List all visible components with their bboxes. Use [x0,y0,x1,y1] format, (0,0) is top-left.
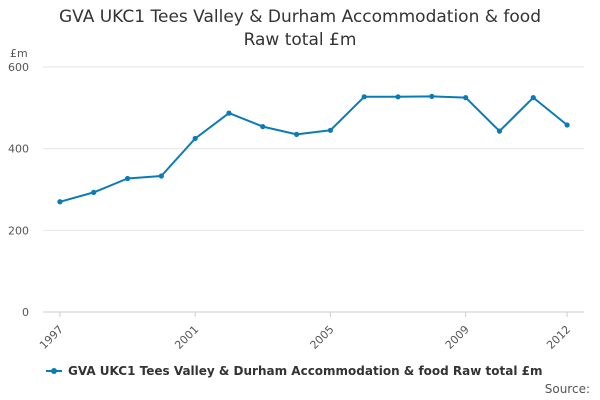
data-point[interactable] [463,95,469,101]
legend-label: GVA UKC1 Tees Valley & Durham Accommodat… [68,364,543,378]
data-point[interactable] [496,128,503,134]
data-point[interactable] [327,127,334,133]
chart-title-line-2: Raw total £m [243,30,357,50]
legend-marker-icon [46,368,62,374]
chart-title-line-1: GVA UKC1 Tees Valley & Durham Accommodat… [58,7,541,27]
x-tick-label: 2005 [308,323,337,352]
source-credit[interactable]: Source: [544,382,590,396]
y-axis: £m 0 200 400 600 [8,47,29,319]
legend[interactable]: GVA UKC1 Tees Valley & Durham Accommodat… [46,364,543,378]
x-tick-label: 2009 [443,323,472,352]
data-point[interactable] [530,95,536,101]
x-axis: 1997 2001 2005 2009 2012 [37,312,573,352]
x-tick-label: 2012 [544,323,573,352]
data-point[interactable] [192,135,198,142]
data-point[interactable] [226,110,232,116]
data-point[interactable] [429,93,435,99]
y-tick-label: 400 [8,143,29,156]
data-point[interactable] [158,173,164,179]
data-point[interactable] [395,94,401,100]
y-axis-label: £m [10,47,28,60]
y-tick-label: 200 [8,224,29,237]
data-point[interactable] [564,122,570,128]
x-tick-label: 2001 [172,323,201,352]
y-tick-label: 600 [8,61,29,74]
data-point[interactable] [57,199,63,205]
data-point[interactable] [361,94,367,100]
series-line [59,95,568,203]
y-tick-label: 0 [22,306,29,319]
gridlines [43,66,584,313]
chart-title: GVA UKC1 Tees Valley & Durham Accommodat… [0,6,600,52]
data-point[interactable] [293,131,300,137]
x-tick-label: 1997 [37,323,66,352]
data-point[interactable] [91,189,97,195]
series-group [57,93,570,205]
data-point[interactable] [260,124,266,130]
data-point[interactable] [124,175,131,182]
